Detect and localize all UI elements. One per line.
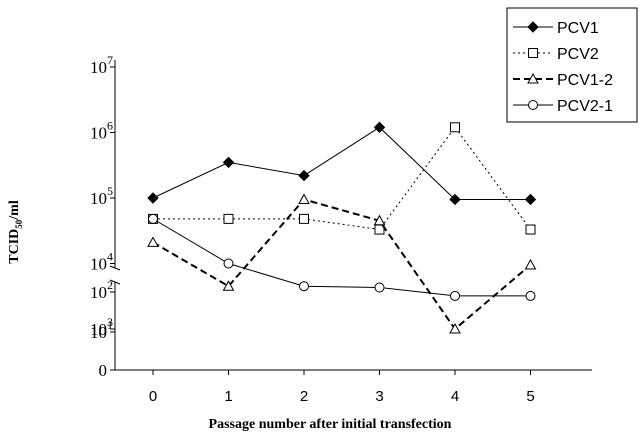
x-axis-label: Passage number after initial transfectio… — [209, 417, 452, 432]
series-line — [152, 218, 531, 297]
data-point — [524, 258, 537, 270]
y-tick-exponent: 5 — [107, 184, 113, 198]
series-line — [153, 126, 531, 231]
data-point — [299, 213, 309, 224]
data-point — [449, 322, 461, 334]
y-axis-label: TCID50/ml — [7, 200, 24, 264]
series-pcv2-1 — [148, 213, 536, 301]
y-axis-label-main: TCID — [7, 229, 22, 264]
y-tick-label: 106 — [90, 119, 113, 143]
data-point — [450, 290, 460, 301]
data-point — [449, 193, 461, 206]
legend-item: PCV1 — [513, 20, 599, 37]
legend-item: PCV2-1 — [513, 98, 613, 115]
legend: PCV1 PCV2 PCV1-2 PCV2-1 — [506, 7, 638, 123]
axes — [109, 60, 592, 375]
y-tick-exponent: 2 — [107, 278, 113, 292]
y-tick-base: 10 — [90, 320, 107, 339]
axis-break-mark — [109, 265, 121, 271]
series-pcv2 — [148, 122, 536, 235]
x-tick-labels: 0 1 2 3 4 5 — [149, 388, 535, 405]
y-tick-label: 107 — [90, 53, 113, 77]
series-line — [152, 126, 531, 200]
data-point — [299, 281, 309, 292]
y-tick-base: 10 — [90, 255, 107, 274]
y-tick-base: 10 — [90, 283, 107, 302]
x-tick-label: 5 — [526, 388, 534, 405]
y-tick-label: 0 — [99, 361, 108, 380]
legend-label: PCV2-1 — [557, 98, 613, 115]
y-tick-base: 10 — [90, 58, 107, 77]
y-tick-label: 101 — [90, 318, 113, 342]
data-point — [148, 213, 158, 224]
data-point — [298, 169, 310, 182]
y-tick-base: 10 — [90, 124, 107, 143]
data-point — [525, 290, 536, 301]
data-point — [223, 213, 234, 224]
data-point — [222, 156, 235, 169]
legend-marker — [528, 100, 538, 110]
data-point — [223, 258, 234, 269]
legend-marker — [527, 21, 539, 33]
x-tick-label: 4 — [451, 388, 459, 405]
y-tick-label: 102 — [90, 278, 113, 302]
y-tick-exponent: 7 — [107, 53, 113, 67]
axis-break-mark — [109, 279, 121, 285]
y-tick-label: 103 — [90, 315, 113, 339]
y-tick-exponent: 1 — [107, 318, 113, 332]
data-point — [373, 214, 386, 226]
y-tick-label: 104 — [90, 250, 113, 274]
y-tick-exponent: 3 — [107, 315, 113, 329]
legend-item: PCV2 — [513, 46, 599, 63]
y-tick-base: 10 — [90, 323, 107, 342]
data-point — [222, 280, 235, 291]
y-tick-exponent: 6 — [107, 119, 113, 133]
y-axis-label-suffix: /ml — [7, 200, 22, 221]
y-tick-label: 105 — [90, 184, 113, 208]
legend-marker — [527, 72, 539, 84]
data-point — [147, 236, 159, 247]
legend-label: PCV1 — [557, 20, 599, 37]
series-pcv1-2 — [147, 193, 537, 334]
x-tick-label: 3 — [375, 388, 383, 405]
y-tick-base: 0 — [99, 361, 108, 380]
data-point — [450, 122, 460, 133]
y-tick-exponent: 4 — [107, 250, 113, 264]
data-point — [525, 224, 536, 235]
data-point — [373, 121, 386, 134]
x-tick-label: 1 — [224, 388, 232, 405]
data-point — [298, 193, 310, 204]
x-tick-label: 0 — [149, 388, 157, 405]
legend-marker — [528, 48, 538, 58]
y-tick-base: 10 — [90, 189, 107, 208]
legend-label: PCV1-2 — [557, 72, 613, 89]
x-tick-label: 2 — [300, 388, 308, 405]
y-axis-label-sub: 50 — [14, 219, 24, 229]
data-point — [524, 193, 537, 206]
series-layer — [147, 121, 537, 334]
data-point — [374, 282, 385, 293]
data-point — [147, 192, 159, 204]
legend-item: PCV1-2 — [513, 72, 613, 89]
legend-label: PCV2 — [557, 46, 599, 63]
series-pcv1 — [147, 121, 537, 206]
series-line — [152, 198, 532, 331]
